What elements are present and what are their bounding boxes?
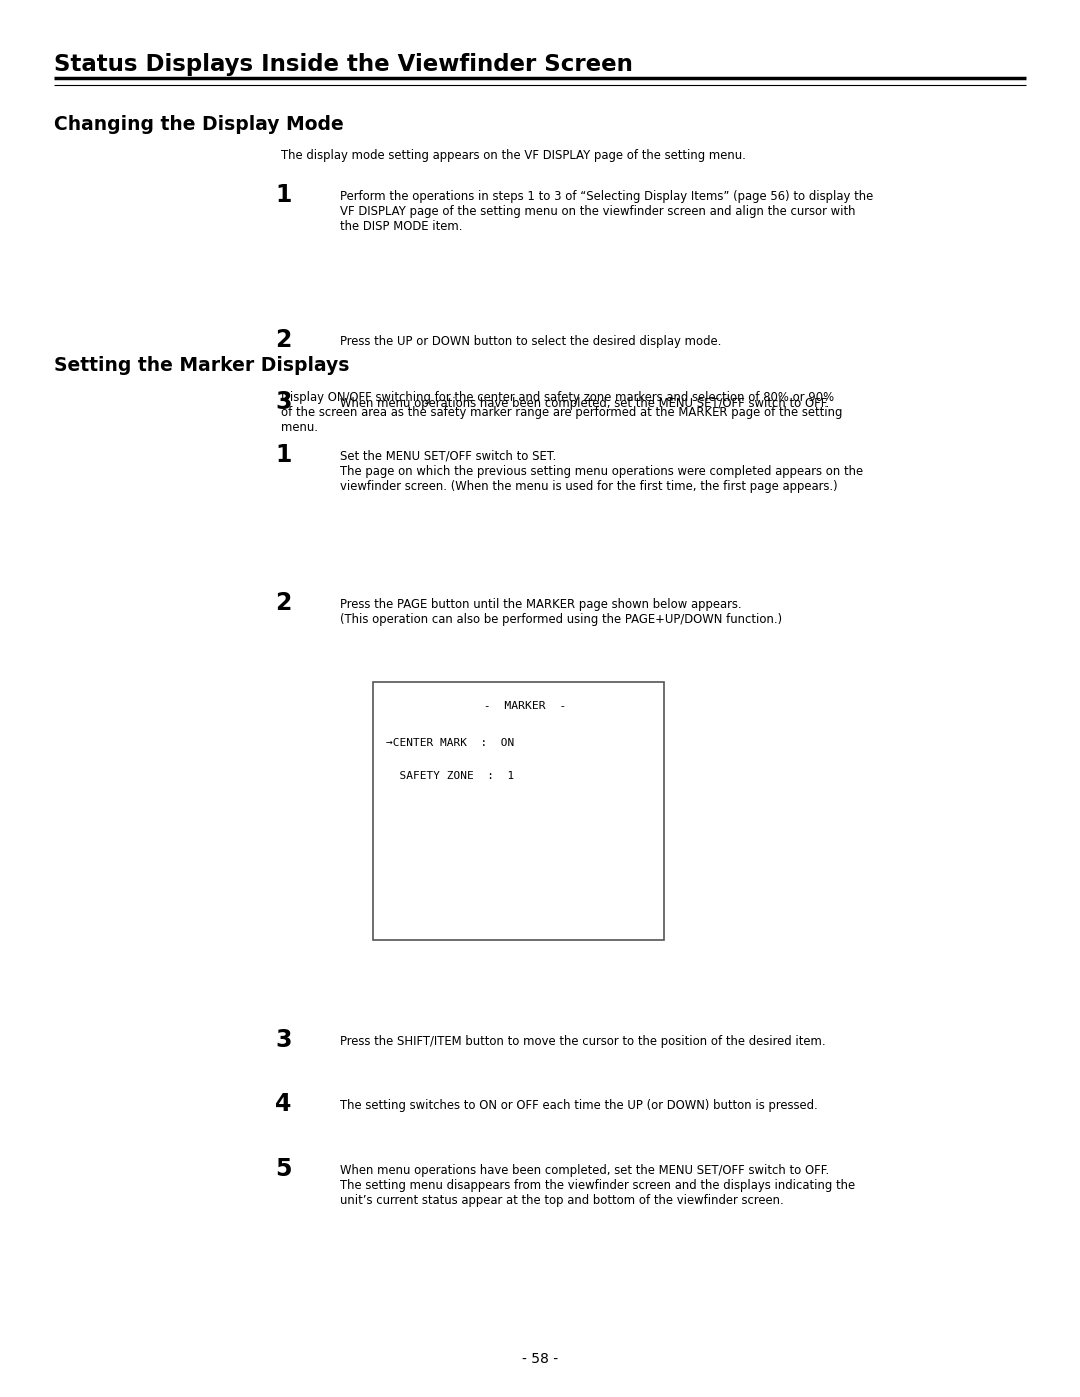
Text: 2: 2 — [275, 591, 292, 615]
Text: Status Displays Inside the Viewfinder Screen: Status Displays Inside the Viewfinder Sc… — [54, 53, 633, 75]
Text: 2: 2 — [275, 328, 292, 352]
Text: Press the UP or DOWN button to select the desired display mode.: Press the UP or DOWN button to select th… — [340, 335, 721, 348]
Text: When menu operations have been completed, set the MENU SET/OFF switch to OFF.
Th: When menu operations have been completed… — [340, 1164, 855, 1207]
Text: Press the PAGE button until the MARKER page shown below appears.
(This operation: Press the PAGE button until the MARKER p… — [340, 598, 782, 626]
Text: Perform the operations in steps 1 to 3 of “Selecting Display Items” (page 56) to: Perform the operations in steps 1 to 3 o… — [340, 190, 874, 233]
Text: When menu operations have been completed, set the MENU SET/OFF switch to OFF.: When menu operations have been completed… — [340, 397, 829, 409]
Text: 3: 3 — [275, 390, 292, 414]
Text: 4: 4 — [275, 1092, 292, 1116]
Text: - 58 -: - 58 - — [522, 1352, 558, 1366]
Text: SAFETY ZONE  :  1: SAFETY ZONE : 1 — [386, 771, 514, 781]
Text: Setting the Marker Displays: Setting the Marker Displays — [54, 356, 349, 376]
Text: 5: 5 — [275, 1157, 292, 1180]
Text: Changing the Display Mode: Changing the Display Mode — [54, 115, 343, 134]
Text: The setting switches to ON or OFF each time the UP (or DOWN) button is pressed.: The setting switches to ON or OFF each t… — [340, 1099, 818, 1112]
Text: -  MARKER  -: - MARKER - — [470, 701, 567, 711]
Text: →CENTER MARK  :  ON: →CENTER MARK : ON — [386, 738, 514, 747]
Text: The display mode setting appears on the VF DISPLAY page of the setting menu.: The display mode setting appears on the … — [281, 149, 745, 162]
Text: 1: 1 — [275, 443, 292, 467]
Text: Press the SHIFT/ITEM button to move the cursor to the position of the desired it: Press the SHIFT/ITEM button to move the … — [340, 1035, 826, 1048]
Bar — [373, 682, 664, 940]
Text: Display ON/OFF switching for the center and safety zone markers and selection of: Display ON/OFF switching for the center … — [281, 391, 842, 434]
Text: 1: 1 — [275, 183, 292, 207]
Text: 3: 3 — [275, 1028, 292, 1052]
Text: Set the MENU SET/OFF switch to SET.
The page on which the previous setting menu : Set the MENU SET/OFF switch to SET. The … — [340, 450, 863, 493]
